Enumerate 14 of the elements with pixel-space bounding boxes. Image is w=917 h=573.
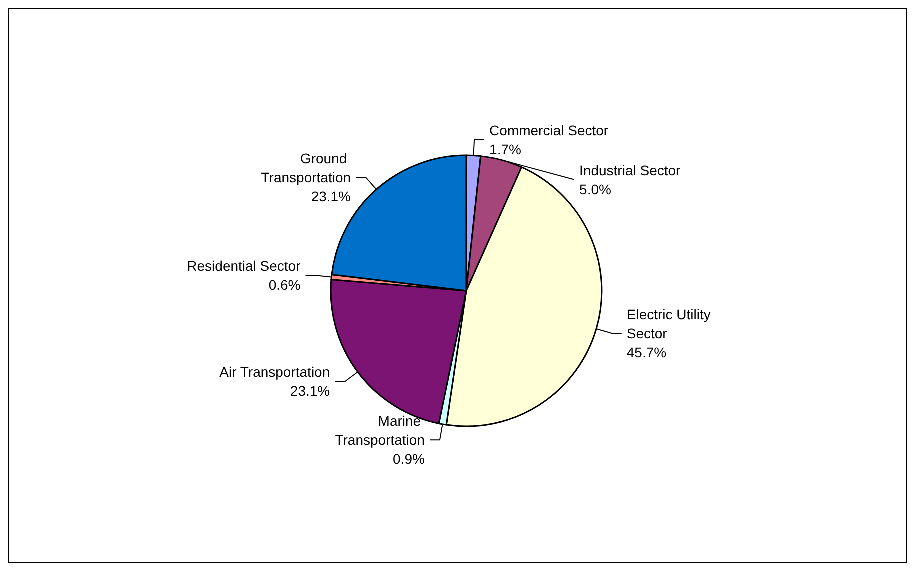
slice-label: Marine Transportation <box>335 413 425 448</box>
slice-label: Residential Sector <box>187 258 302 274</box>
data-label: 45.7% <box>626 344 667 360</box>
data-label: 0.6% <box>268 277 301 294</box>
data-label: 0.9% <box>393 451 425 468</box>
data-label: 23.1% <box>311 188 352 205</box>
slice-label: Ground Transportation <box>261 150 352 186</box>
slice-label: Commercial Sector <box>490 122 609 138</box>
slice-label: Electric Utility Sector <box>626 306 715 342</box>
data-label: 5.0% <box>580 181 612 198</box>
slice-label: Industrial Sector <box>580 162 682 178</box>
data-label: 23.1% <box>290 383 330 400</box>
data-label: 1.7% <box>490 141 522 158</box>
slice-label: Air Transportation <box>220 364 330 380</box>
